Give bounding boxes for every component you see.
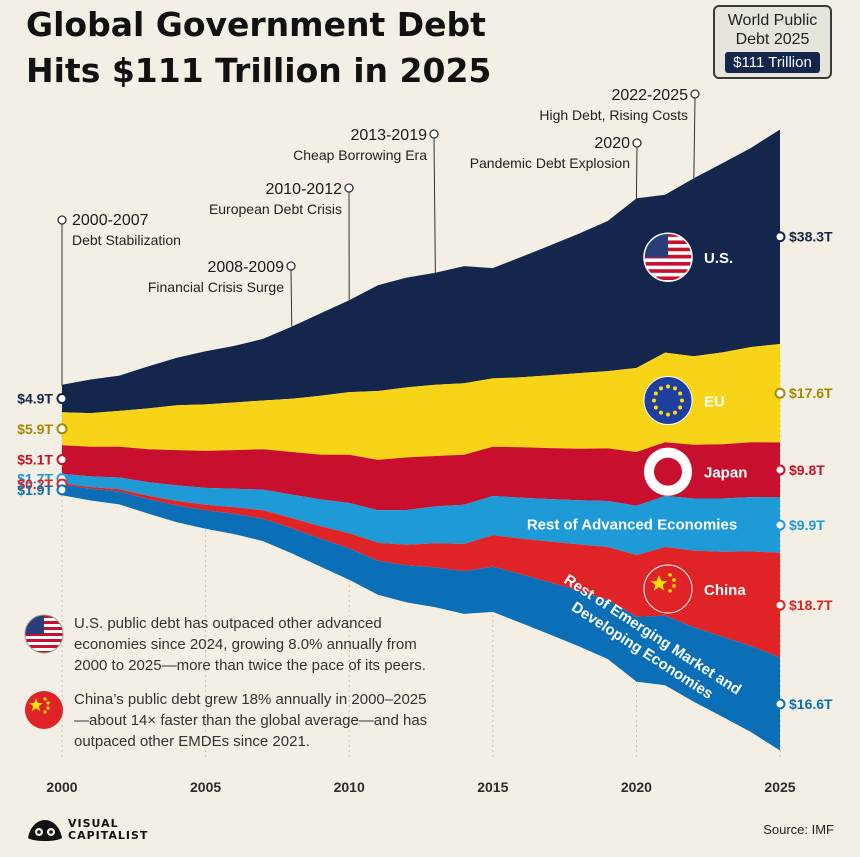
start-dot-1 xyxy=(56,423,68,435)
start-value-2: $5.1T xyxy=(17,452,53,468)
annotation-dot-4 xyxy=(632,138,642,148)
start-value-5: $1.9T xyxy=(17,482,53,498)
world-box-value: $111 Trillion xyxy=(725,52,820,73)
world-box-line-1: World Public xyxy=(727,12,818,29)
annotation-desc-1: Financial Crisis Surge xyxy=(148,279,284,295)
note-us: U.S. public debt has outpaced other adva… xyxy=(74,613,494,676)
annotation-desc-5: High Debt, Rising Costs xyxy=(539,107,688,123)
note-china-line-2: —about 14× faster than the global averag… xyxy=(74,712,428,729)
label-us: U.S. xyxy=(704,250,733,267)
china-flag-icon xyxy=(24,690,64,735)
annotation-year-4: 2020 xyxy=(594,135,630,152)
title-line-1: Global Government Debt xyxy=(26,5,486,44)
x-tick-2020: 2020 xyxy=(621,779,652,795)
annotation-dot-5 xyxy=(690,89,700,99)
end-value-4: $18.7T xyxy=(789,597,833,613)
world-debt-box: World Public Debt 2025 $111 Trillion xyxy=(713,5,832,79)
start-value-0: $4.9T xyxy=(17,391,53,407)
start-dot-2 xyxy=(56,454,68,466)
us-band-flag-icon xyxy=(643,232,693,282)
note-us-line-1: U.S. public debt has outpaced other adva… xyxy=(74,615,382,632)
japan-band-flag-icon xyxy=(644,447,692,496)
brand-line-2: CAPITALIST xyxy=(68,829,149,842)
start-dot-0 xyxy=(56,393,68,405)
visual-capitalist-logo-icon xyxy=(28,820,62,841)
x-tick-2015: 2015 xyxy=(477,779,508,795)
end-value-2: $9.8T xyxy=(789,462,825,478)
page-title: Global Government Debt Hits $111 Trillio… xyxy=(26,2,491,94)
label-japan: Japan xyxy=(704,465,747,482)
annotation-year-2: 2010-2012 xyxy=(265,181,342,198)
start-value-1: $5.9T xyxy=(17,421,53,437)
band-japan xyxy=(62,442,780,511)
end-dot-1 xyxy=(774,387,786,399)
band-rest-of-emerging-market-and-developing-economies xyxy=(62,484,780,751)
annotation-dot-1 xyxy=(286,261,296,271)
annotation-dot-3 xyxy=(429,129,439,139)
end-dot-0 xyxy=(774,231,786,243)
end-value-1: $17.6T xyxy=(789,385,833,401)
end-value-0: $38.3T xyxy=(789,229,833,245)
label-rest-advanced: Rest of Advanced Economies xyxy=(527,517,737,534)
label-eu: EU xyxy=(704,394,725,411)
end-dot-5 xyxy=(774,698,786,710)
band-u-s- xyxy=(62,129,780,414)
annotation-year-0: 2000-2007 xyxy=(72,212,149,229)
annotation-leader-4 xyxy=(635,146,638,199)
note-china: China’s public debt grew 18% annually in… xyxy=(74,689,494,752)
end-value-3: $9.9T xyxy=(789,517,825,533)
x-tick-2025: 2025 xyxy=(764,779,795,795)
band-china xyxy=(62,483,780,658)
brand-logo: VISUAL CAPITALIST xyxy=(26,816,147,846)
start-value-4: $0.2T xyxy=(17,476,53,492)
world-box-line-2: Debt 2025 xyxy=(735,31,810,48)
x-tick-2005: 2005 xyxy=(190,779,221,795)
note-china-line-3: outpaced other EMDEs since 2021. xyxy=(74,733,310,750)
annotation-year-3: 2013-2019 xyxy=(350,127,427,144)
x-tick-2000: 2000 xyxy=(46,779,77,795)
note-china-line-1: China’s public debt grew 18% annually in… xyxy=(74,691,427,708)
annotation-year-5: 2022-2025 xyxy=(611,87,688,104)
start-value-3: $1.7T xyxy=(17,471,53,487)
annotation-desc-2: European Debt Crisis xyxy=(209,201,342,217)
band-eu xyxy=(62,344,780,460)
annotation-dot-0 xyxy=(57,215,67,225)
start-dot-5 xyxy=(56,484,68,496)
annotation-leader-5 xyxy=(693,97,696,179)
end-dot-4 xyxy=(774,599,786,611)
brand-line-1: VISUAL xyxy=(68,817,119,830)
x-tick-2010: 2010 xyxy=(334,779,365,795)
band-rest-of-advanced-economies xyxy=(62,473,780,556)
annotation-year-1: 2008-2009 xyxy=(207,259,284,276)
source-note: Source: IMF xyxy=(763,822,834,837)
end-value-5: $16.6T xyxy=(789,696,833,712)
note-us-line-3: 2000 to 2025—more than twice the pace of… xyxy=(74,657,426,674)
us-flag-icon xyxy=(24,614,64,659)
eu-band-flag-icon xyxy=(643,376,693,426)
annotation-desc-3: Cheap Borrowing Era xyxy=(293,147,427,163)
title-line-2: Hits $111 Trillion in 2025 xyxy=(26,51,492,90)
end-dot-3 xyxy=(774,519,786,531)
end-dot-2 xyxy=(774,464,786,476)
annotation-desc-0: Debt Stabilization xyxy=(72,232,181,248)
annotation-leader-3 xyxy=(433,137,436,273)
china-band-flag-icon xyxy=(643,564,693,614)
annotation-desc-4: Pandemic Debt Explosion xyxy=(470,155,630,171)
annotation-dot-2 xyxy=(344,183,354,193)
note-us-line-2: economies since 2024, growing 8.0% annua… xyxy=(74,636,417,653)
annotation-leader-1 xyxy=(290,269,293,327)
label-china: China xyxy=(704,582,746,599)
